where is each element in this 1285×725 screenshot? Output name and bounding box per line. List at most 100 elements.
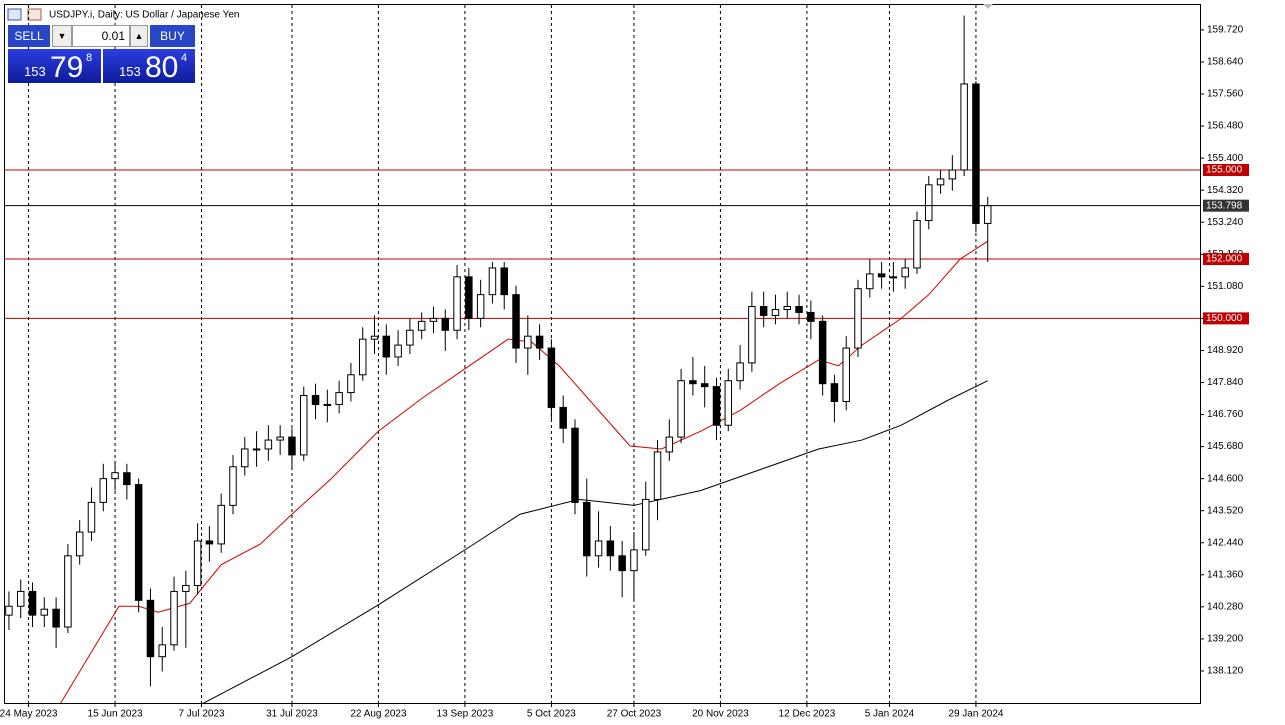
candle-body [276, 436, 284, 441]
candle-body [193, 540, 202, 586]
y-tick-label: 143.520 [1207, 505, 1244, 516]
candle-body [335, 392, 343, 405]
y-tick-label: 139.200 [1207, 634, 1244, 645]
candle-body [241, 448, 249, 468]
candle-body [677, 380, 685, 438]
candle-body [465, 276, 473, 319]
candle-body [358, 338, 367, 376]
candle-body [417, 320, 426, 331]
candle-body [901, 267, 909, 278]
y-tick-label: 140.280 [1207, 601, 1244, 612]
candle-body [52, 608, 60, 628]
candle-body [75, 531, 84, 557]
candle-body [252, 448, 261, 451]
menu-icon[interactable] [7, 8, 22, 21]
candle-body [134, 484, 143, 601]
candle-body [394, 344, 402, 358]
candle-body [453, 276, 461, 331]
candle-body [771, 308, 780, 316]
y-tick-label: 141.360 [1207, 569, 1244, 580]
candle-body [311, 395, 320, 405]
y-tick-label: 144.600 [1207, 473, 1244, 484]
candle-body [571, 427, 579, 503]
candle-body [87, 501, 96, 533]
y-tick-label: 147.840 [1207, 377, 1244, 388]
x-tick-label: 12 Dec 2023 [779, 709, 836, 720]
candle-body [889, 276, 898, 279]
candle-body [807, 311, 815, 322]
candle-body [983, 205, 992, 224]
candle-body [960, 83, 968, 171]
x-tick-label: 29 Jan 2024 [948, 709, 1003, 720]
candle-body [16, 590, 25, 607]
candle-body [877, 273, 886, 278]
candle-body [205, 540, 214, 545]
candle-body [936, 178, 945, 186]
y-tick-label: 151.080 [1207, 281, 1244, 292]
candle-body [618, 555, 626, 572]
y-tick-label: 154.320 [1207, 185, 1244, 196]
candle-body [99, 478, 108, 503]
ask-small: 4 [181, 52, 188, 64]
candle-body [217, 504, 225, 545]
moving-average [202, 380, 988, 703]
x-tick-label: 13 Sep 2023 [437, 709, 494, 720]
y-tick-label: 142.440 [1207, 537, 1244, 548]
candle-body [64, 555, 72, 628]
candle-body [476, 294, 485, 319]
y-tick-label: 145.680 [1207, 441, 1244, 452]
candle-body [429, 317, 438, 322]
plot [5, 5, 1200, 703]
candle-body [441, 317, 450, 331]
candle-body [854, 288, 862, 349]
candle-body [288, 436, 296, 456]
shift-marker[interactable] [983, 4, 993, 9]
x-tick-label: 5 Jan 2024 [865, 709, 915, 720]
candle-body [524, 335, 532, 349]
lot-input[interactable]: 0.01 [72, 25, 130, 47]
chart-icon[interactable] [27, 8, 42, 21]
candle-body [370, 335, 379, 340]
y-tick-label: 138.120 [1207, 666, 1244, 677]
x-tick-label: 31 Jul 2023 [266, 709, 318, 720]
candle-body [229, 466, 237, 506]
candle-body [925, 184, 933, 221]
candle-body [123, 472, 131, 486]
lot-up[interactable]: ▲ [130, 25, 148, 47]
candle-body [866, 273, 874, 290]
candle-body [653, 451, 662, 500]
candle-body [40, 608, 49, 616]
candle-body [182, 584, 190, 592]
candle-body [111, 472, 119, 480]
candle-body [948, 169, 957, 180]
candle-body [689, 380, 697, 385]
candle-body [818, 320, 827, 385]
candle-body [300, 395, 308, 456]
candle-body [712, 386, 721, 426]
sell-button[interactable]: SELL [8, 25, 50, 47]
candle-body [264, 439, 273, 450]
candle-body [748, 306, 756, 364]
bid-big: 153 [24, 64, 46, 79]
candle-body [759, 306, 768, 316]
candle-body [170, 590, 178, 646]
buy-button[interactable]: BUY [150, 25, 195, 47]
level-line-tag [1203, 312, 1249, 325]
candle-body [830, 383, 839, 402]
candle-body [347, 374, 355, 394]
candle-body [488, 267, 497, 296]
candle-body [512, 294, 520, 349]
lot-down[interactable]: ▼ [52, 25, 72, 47]
candle-body [406, 329, 414, 346]
y-tick-label: 153.240 [1207, 217, 1244, 228]
moving-average [60, 240, 989, 703]
ask-box[interactable]: 153 80 4 [103, 49, 195, 83]
candle-body [5, 605, 13, 616]
candle-body [641, 498, 650, 551]
bid-box[interactable]: 153 79 8 [8, 49, 101, 83]
candle-body [783, 306, 791, 310]
level-line-tag [1203, 253, 1249, 266]
bid-small: 8 [86, 52, 93, 64]
